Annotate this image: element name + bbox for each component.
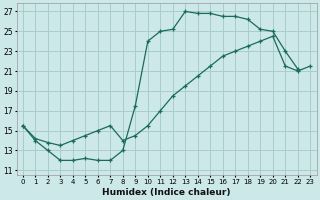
X-axis label: Humidex (Indice chaleur): Humidex (Indice chaleur) [102, 188, 231, 197]
